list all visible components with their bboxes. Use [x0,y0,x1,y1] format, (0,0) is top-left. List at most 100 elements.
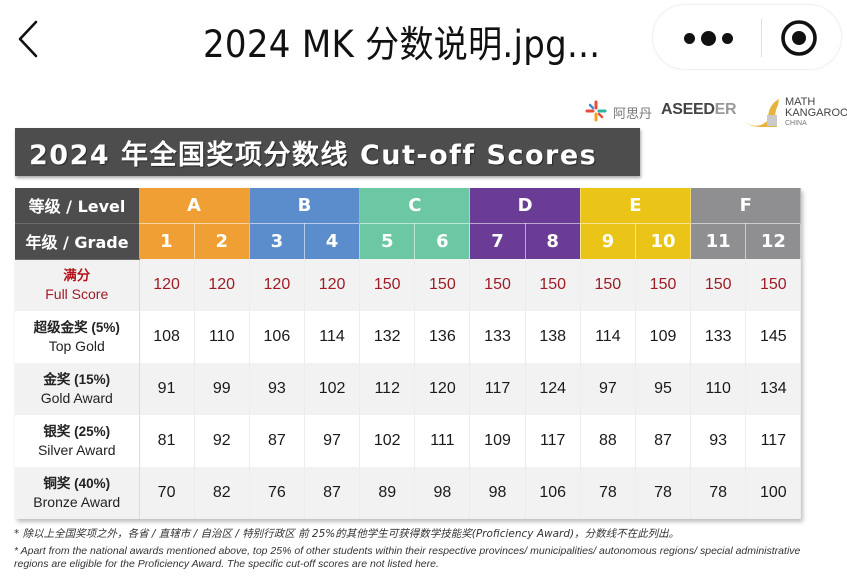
score-cell: 138 [525,311,581,363]
grade-3: 3 [249,222,305,259]
row-label-en: Bronze Award [33,494,121,510]
score-cell: 89 [359,467,416,519]
row-label-cn: 超级金奖 (5%) [33,320,120,335]
score-cell: 108 [139,311,195,363]
score-cell: 150 [359,259,416,311]
score-cell: 150 [745,259,802,311]
more-button[interactable] [673,17,743,59]
aseeder-en-tail: ER [714,101,737,118]
aseeder-en-name: ASEEDER [661,101,737,119]
kangaroo-logo-icon [747,99,779,127]
close-button[interactable] [779,18,819,58]
score-cell: 124 [525,363,581,415]
score-cell: 120 [139,259,195,311]
table-row-gold: 金奖 (15%) Gold Award 91 99 93 102 112 120 … [15,363,802,415]
grade-12: 12 [745,222,802,259]
grade-1: 1 [139,222,195,259]
score-cell: 93 [249,363,305,415]
score-cell: 114 [580,311,636,363]
row-label-cn: 金奖 (15%) [43,372,111,387]
row-label-cn: 满分 [63,268,91,284]
score-cell: 95 [635,363,692,415]
score-cell: 78 [690,467,747,519]
footnotes: * 除以上全国奖项之外，各省 / 直辖市 / 自治区 / 特别行政区 前 25%… [14,527,834,571]
score-cell: 117 [469,363,526,415]
score-cell: 76 [249,467,305,519]
row-label: 满分 Full Score [15,259,140,311]
level-header-row: 等级 / Level A B C D E F [15,188,802,224]
footnote-en: * Apart from the national awards mention… [14,545,801,570]
back-button[interactable] [10,14,50,64]
score-cell: 114 [304,311,361,363]
row-label: 银奖 (25%) Silver Award [15,415,140,467]
capsule-divider [761,19,762,57]
level-B: B [249,188,361,223]
score-cell: 82 [194,467,250,519]
score-cell: 150 [525,259,581,311]
grade-header-row: 年级 / Grade 1 2 3 4 5 6 7 8 9 10 11 12 [15,222,802,260]
score-cell: 106 [249,311,305,363]
score-cell: 98 [469,467,526,519]
score-cell: 109 [635,311,692,363]
grade-6: 6 [414,222,471,259]
score-cell: 133 [690,311,747,363]
score-cell: 78 [635,467,692,519]
score-cell: 93 [690,415,747,467]
grade-4: 4 [304,222,361,259]
sponsor-logos: 阿思丹 ASEEDER MATH KANGAROO CHINA [585,95,847,131]
score-cell: 111 [414,415,471,467]
aseeder-logo-icon [585,100,607,122]
more-dots-icon [700,30,716,46]
row-label-cn: 银奖 (25%) [43,424,111,439]
row-label: 超级金奖 (5%) Top Gold [15,311,140,363]
level-A: A [139,188,250,223]
grade-11: 11 [690,222,747,259]
row-label: 金奖 (15%) Gold Award [15,363,140,415]
score-cell: 112 [359,363,416,415]
score-cell: 87 [249,415,305,467]
chevron-left-icon [18,20,38,58]
score-cell: 117 [745,415,802,467]
mini-program-capsule [652,4,842,70]
row-label-en: Silver Award [37,442,116,458]
score-cell: 88 [580,415,636,467]
grade-2: 2 [194,222,250,259]
math-kangaroo-wordmark: MATH KANGAROO CHINA [785,97,847,128]
banner-title: 2024 年全国奖项分数线 Cut-off Scores [29,139,598,171]
level-E: E [580,188,692,223]
grade-5: 5 [359,222,416,259]
top-nav-bar: 2024 MK 分数说明.jpg... [0,0,847,80]
mk-line-3: CHINA [785,120,807,127]
score-cell: 120 [249,259,305,311]
score-cell: 120 [414,363,471,415]
score-cell: 99 [194,363,250,415]
more-dots-icon [683,32,695,44]
row-label: 铜奖 (40%) Bronze Award [15,467,140,519]
cutoff-scores-table: 等级 / Level A B C D E F 年级 / Grade 1 2 3 … [15,188,802,519]
target-close-icon [781,20,817,56]
level-F: F [690,188,802,223]
score-cell: 120 [304,259,361,311]
table-row-silver: 银奖 (25%) Silver Award 81 92 87 97 102 111… [15,415,802,467]
mk-line-2: KANGAROO [785,107,847,119]
grade-7: 7 [469,222,526,259]
score-cell: 102 [304,363,361,415]
aseeder-en-main: ASEED [661,101,715,118]
row-label-en: Full Score [45,286,109,303]
level-header-label: 等级 / Level [15,188,139,224]
score-cell: 117 [525,415,581,467]
score-cell: 91 [139,363,195,415]
score-cell: 102 [359,415,416,467]
row-label-en: Top Gold [48,338,105,354]
score-cell: 87 [635,415,692,467]
score-cell: 110 [194,311,250,363]
score-cell: 106 [525,467,581,519]
score-cell: 134 [745,363,802,415]
aseeder-cn-name: 阿思丹 [613,107,653,122]
footnote-cn: * 除以上全国奖项之外，各省 / 直辖市 / 自治区 / 特别行政区 前 25%… [14,528,680,540]
score-cell: 133 [469,311,526,363]
score-cell: 78 [580,467,636,519]
score-cell: 92 [194,415,250,467]
score-cell: 132 [359,311,416,363]
score-cell: 70 [139,467,195,519]
